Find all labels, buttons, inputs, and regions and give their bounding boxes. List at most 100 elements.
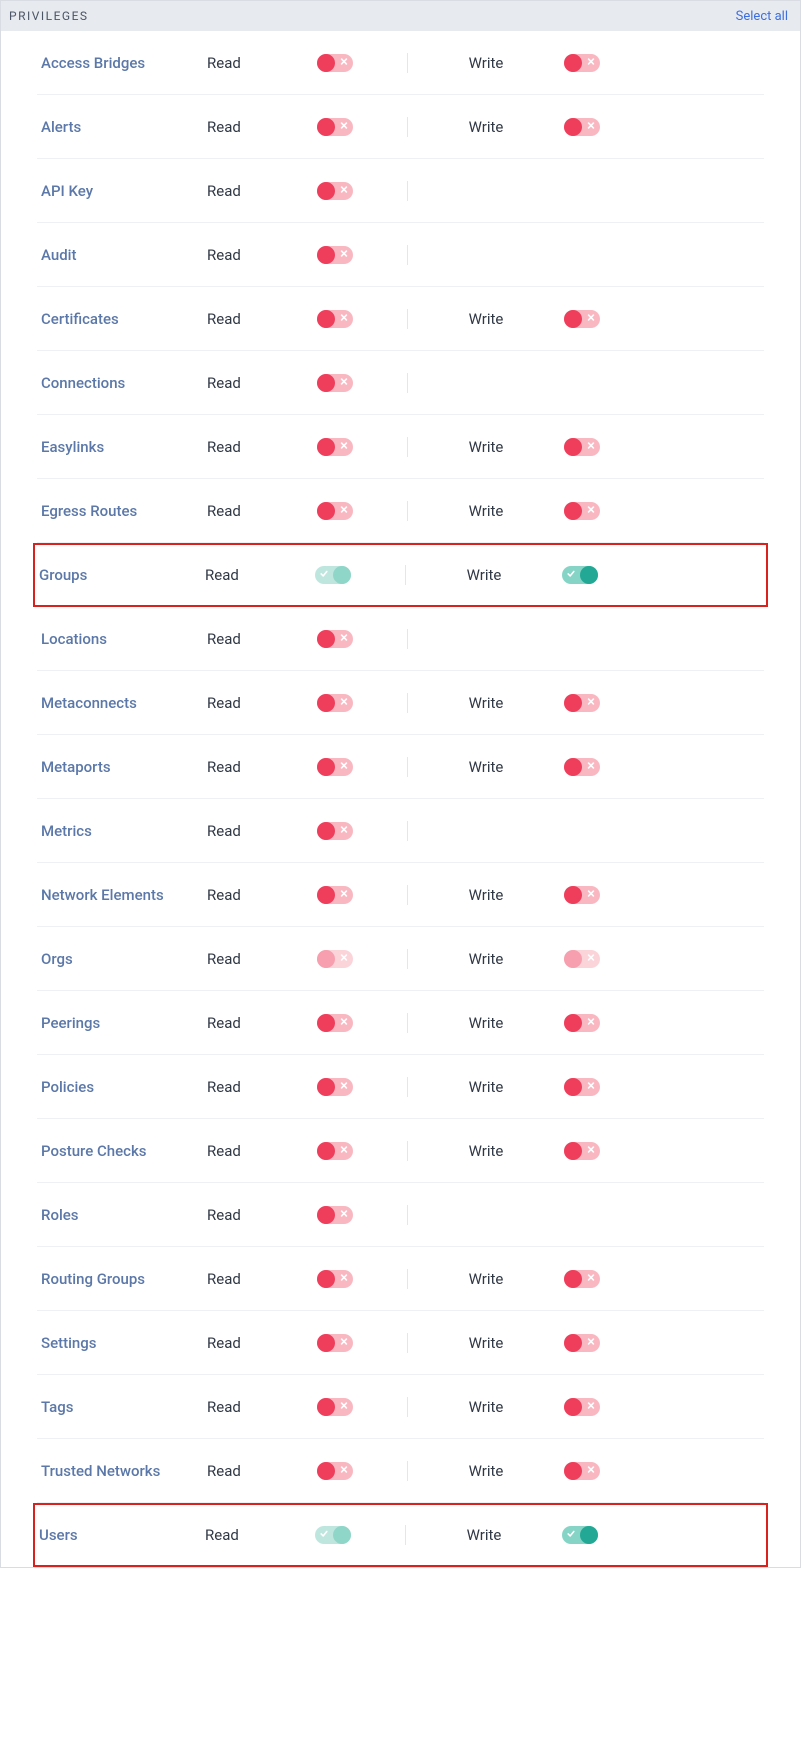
toggle-read[interactable]	[317, 758, 353, 776]
privilege-name[interactable]: Egress Routes	[37, 502, 207, 520]
toggle-read[interactable]	[315, 566, 351, 584]
x-icon	[587, 1337, 595, 1348]
toggle-read[interactable]	[317, 118, 353, 136]
write-label: Write	[436, 1398, 536, 1416]
toggle-read[interactable]	[317, 246, 353, 264]
column-divider	[407, 1269, 408, 1289]
privilege-name[interactable]: Settings	[37, 1334, 207, 1352]
privilege-name[interactable]: Alerts	[37, 118, 207, 136]
toggle-read[interactable]	[317, 886, 353, 904]
privilege-name[interactable]: Audit	[37, 246, 207, 264]
write-label: Write	[436, 1462, 536, 1480]
toggle-read[interactable]	[317, 950, 353, 968]
privilege-name[interactable]: Network Elements	[37, 886, 207, 904]
x-icon	[587, 57, 595, 68]
toggle-write[interactable]	[564, 1142, 600, 1160]
toggle-write[interactable]	[562, 1526, 598, 1544]
privilege-name[interactable]: Orgs	[37, 950, 207, 968]
toggle-write[interactable]	[564, 54, 600, 72]
toggle-read[interactable]	[317, 54, 353, 72]
toggle-write[interactable]	[562, 566, 598, 584]
privilege-name[interactable]: API Key	[37, 182, 207, 200]
read-toggle-cell	[317, 502, 407, 520]
privilege-name[interactable]: Policies	[37, 1078, 207, 1096]
toggle-write[interactable]	[564, 310, 600, 328]
privilege-name[interactable]: Routing Groups	[37, 1270, 207, 1288]
privilege-name[interactable]: Certificates	[37, 310, 207, 328]
column-divider	[407, 53, 408, 73]
toggle-knob	[564, 886, 582, 904]
toggle-write[interactable]	[564, 950, 600, 968]
toggle-knob	[564, 758, 582, 776]
toggle-write[interactable]	[564, 758, 600, 776]
read-label: Read	[207, 1334, 317, 1352]
toggle-write[interactable]	[564, 438, 600, 456]
toggle-write[interactable]	[564, 502, 600, 520]
toggle-knob	[564, 1142, 582, 1160]
toggle-read[interactable]	[317, 694, 353, 712]
x-icon	[340, 825, 348, 836]
privilege-name[interactable]: Peerings	[37, 1014, 207, 1032]
toggle-knob	[580, 1526, 598, 1544]
check-icon	[567, 1530, 575, 1541]
privilege-name[interactable]: Metrics	[37, 822, 207, 840]
privilege-row: AlertsRead Write	[37, 95, 764, 159]
toggle-read[interactable]	[317, 1462, 353, 1480]
privilege-name[interactable]: Groups	[35, 566, 205, 584]
read-label: Read	[207, 1078, 317, 1096]
toggle-write[interactable]	[564, 1334, 600, 1352]
toggle-write[interactable]	[564, 886, 600, 904]
column-divider	[407, 309, 408, 329]
privilege-name[interactable]: Locations	[37, 630, 207, 648]
read-toggle-cell	[317, 1462, 407, 1480]
toggle-read[interactable]	[317, 374, 353, 392]
privilege-name[interactable]: Metaconnects	[37, 694, 207, 712]
toggle-read[interactable]	[317, 630, 353, 648]
toggle-read[interactable]	[317, 438, 353, 456]
toggle-knob	[317, 886, 335, 904]
x-icon	[587, 761, 595, 772]
privilege-name[interactable]: Posture Checks	[37, 1142, 207, 1160]
read-toggle-cell	[317, 630, 407, 648]
read-label: Read	[207, 118, 317, 136]
toggle-read[interactable]	[317, 1398, 353, 1416]
check-icon	[320, 1530, 328, 1541]
write-toggle-cell	[564, 1270, 644, 1288]
privilege-name[interactable]: Metaports	[37, 758, 207, 776]
privilege-name[interactable]: Easylinks	[37, 438, 207, 456]
select-all-link[interactable]: Select all	[736, 9, 788, 24]
toggle-write[interactable]	[564, 1270, 600, 1288]
write-toggle-cell	[562, 1526, 642, 1544]
read-label: Read	[207, 246, 317, 264]
toggle-read[interactable]	[317, 1270, 353, 1288]
x-icon	[340, 1401, 348, 1412]
toggle-write[interactable]	[564, 1398, 600, 1416]
toggle-write[interactable]	[564, 1014, 600, 1032]
write-label: Write	[436, 118, 536, 136]
toggle-write[interactable]	[564, 1462, 600, 1480]
privilege-name[interactable]: Access Bridges	[37, 54, 207, 72]
toggle-read[interactable]	[317, 310, 353, 328]
read-toggle-cell	[315, 566, 405, 584]
toggle-read[interactable]	[317, 1078, 353, 1096]
toggle-read[interactable]	[317, 502, 353, 520]
privilege-name[interactable]: Trusted Networks	[37, 1462, 207, 1480]
toggle-read[interactable]	[317, 1334, 353, 1352]
toggle-read[interactable]	[317, 182, 353, 200]
toggle-read[interactable]	[317, 1014, 353, 1032]
privilege-name[interactable]: Tags	[37, 1398, 207, 1416]
read-label: Read	[207, 950, 317, 968]
read-label: Read	[207, 374, 317, 392]
privilege-name[interactable]: Users	[35, 1526, 205, 1544]
toggle-read[interactable]	[317, 1142, 353, 1160]
toggle-write[interactable]	[564, 1078, 600, 1096]
toggle-read[interactable]	[317, 822, 353, 840]
toggle-read[interactable]	[315, 1526, 351, 1544]
privilege-name[interactable]: Roles	[37, 1206, 207, 1224]
toggle-read[interactable]	[317, 1206, 353, 1224]
toggle-write[interactable]	[564, 118, 600, 136]
toggle-write[interactable]	[564, 694, 600, 712]
read-label: Read	[207, 1398, 317, 1416]
privilege-name[interactable]: Connections	[37, 374, 207, 392]
privilege-row: Routing GroupsReadWrite	[37, 1247, 764, 1311]
